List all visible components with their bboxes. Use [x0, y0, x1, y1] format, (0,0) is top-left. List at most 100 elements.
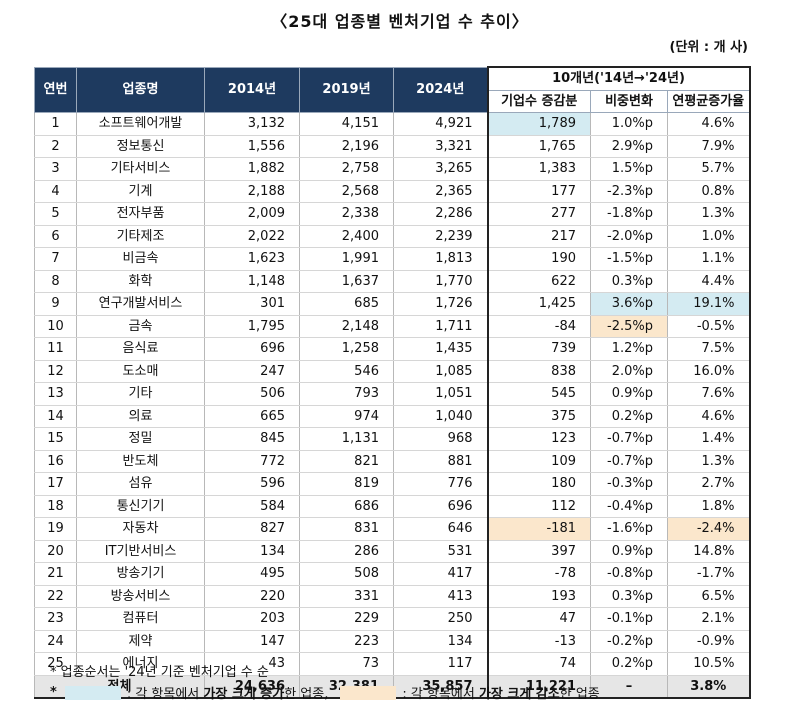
table-row: 5 전자부품 2,009 2,338 2,286 277 -1.8%p 1.3% — [34, 202, 751, 226]
header-2014: 2014년 — [204, 66, 300, 113]
industry-name-cell: 반도체 — [76, 450, 205, 473]
cagr-cell: 0.8% — [666, 180, 751, 203]
industry-name-cell: 방송기기 — [76, 562, 205, 586]
cagr-cell: 14.8% — [666, 540, 751, 563]
count-2024-cell: 531 — [393, 540, 488, 563]
increase-cell: 1,789 — [486, 112, 591, 136]
increase-cell: 123 — [486, 427, 591, 451]
header-cagr: 연평균증가율 — [666, 89, 751, 113]
share-change-cell: -0.1%p — [590, 607, 668, 631]
table-row: 23 컴퓨터 203 229 250 47 -0.1%p 2.1% — [34, 607, 751, 631]
count-2019-cell: 2,400 — [299, 225, 394, 248]
share-change-cell: -1.5%p — [590, 247, 668, 271]
table-row: 2 정보통신 1,556 2,196 3,321 1,765 2.9%p 7.9% — [34, 135, 751, 158]
industry-name-cell: 기타서비스 — [76, 157, 205, 181]
share-change-cell: -2.3%p — [590, 180, 668, 203]
rank-cell: 24 — [34, 630, 77, 653]
share-change-cell: -0.7%p — [590, 450, 668, 473]
rank-cell: 8 — [34, 270, 77, 293]
increase-cell: 397 — [486, 540, 591, 563]
rank-cell: 4 — [34, 180, 77, 203]
rank-cell: 14 — [34, 405, 77, 428]
count-2024-cell: 2,365 — [393, 180, 488, 203]
cagr-cell: 6.5% — [666, 585, 751, 608]
legend-decrease-text-bold: 가장 크게 감소 — [478, 687, 560, 702]
count-2019-cell: 821 — [299, 450, 394, 473]
count-2014-cell: 1,795 — [204, 315, 300, 338]
rank-cell: 13 — [34, 382, 77, 406]
footnote-order: * 업종순서는 '24년 기준 벤처기업 수 순 — [50, 665, 269, 680]
count-2024-cell: 1,726 — [393, 292, 488, 316]
header-2019: 2019년 — [299, 66, 394, 113]
share-change-cell: 0.2%p — [590, 652, 668, 676]
count-2024-cell: 881 — [393, 450, 488, 473]
increase-cell: 47 — [486, 607, 591, 631]
share-change-cell: -0.2%p — [590, 630, 668, 653]
legend-increase-text-post: 한 업종, — [284, 687, 329, 702]
share-change-cell: 1.2%p — [590, 337, 668, 361]
industry-name-cell: 기타제조 — [76, 225, 205, 248]
count-2014-cell: 1,623 — [204, 247, 300, 271]
industry-name-cell: 컴퓨터 — [76, 607, 205, 631]
table-row: 4 기계 2,188 2,568 2,365 177 -2.3%p 0.8% — [34, 180, 751, 203]
cagr-cell: 7.5% — [666, 337, 751, 361]
table-row: 1 소프트웨어개발 3,132 4,151 4,921 1,789 1.0%p 4.6% — [34, 112, 751, 136]
count-2014-cell: 506 — [204, 382, 300, 406]
rank-cell: 17 — [34, 472, 77, 496]
table-row: 24 제약 147 223 134 -13 -0.2%p -0.9% — [34, 630, 751, 653]
count-2014-cell: 301 — [204, 292, 300, 316]
count-2014-cell: 147 — [204, 630, 300, 653]
rank-cell: 3 — [34, 157, 77, 181]
total-increase: 11,221 — [486, 674, 591, 699]
rank-cell: 12 — [34, 360, 77, 383]
increase-cell: 375 — [486, 405, 591, 428]
table-row: 6 기타제조 2,022 2,400 2,239 217 -2.0%p 1.0% — [34, 225, 751, 248]
table-row: 12 도소매 247 546 1,085 838 2.0%p 16.0% — [34, 360, 751, 383]
count-2024-cell: 134 — [393, 630, 488, 653]
count-2024-cell: 1,711 — [393, 315, 488, 338]
count-2019-cell: 73 — [299, 652, 394, 676]
count-2019-cell: 508 — [299, 562, 394, 586]
cagr-cell: 1.1% — [666, 247, 751, 271]
table-row: 18 통신기기 584 686 696 112 -0.4%p 1.8% — [34, 495, 751, 518]
count-2019-cell: 819 — [299, 472, 394, 496]
rank-cell: 21 — [34, 562, 77, 586]
share-change-cell: -2.0%p — [590, 225, 668, 248]
increase-cell: 277 — [486, 202, 591, 226]
legend-decrease-swatch — [340, 685, 397, 700]
share-change-cell: 0.2%p — [590, 405, 668, 428]
count-2024-cell: 417 — [393, 562, 488, 586]
share-change-cell: -0.8%p — [590, 562, 668, 586]
table-body: 1 소프트웨어개발 3,132 4,151 4,921 1,789 1.0%p 4.6% 2 정보… — [34, 112, 751, 699]
count-2014-cell: 1,882 — [204, 157, 300, 181]
header-rank: 연번 — [34, 66, 77, 113]
count-2024-cell: 646 — [393, 517, 488, 541]
cagr-cell: 1.3% — [666, 450, 751, 473]
rank-cell: 2 — [34, 135, 77, 158]
rank-cell: 23 — [34, 607, 77, 631]
rank-cell: 7 — [34, 247, 77, 271]
rank-cell: 11 — [34, 337, 77, 361]
count-2019-cell: 2,148 — [299, 315, 394, 338]
table-row: 17 섬유 596 819 776 180 -0.3%p 2.7% — [34, 472, 751, 496]
count-2014-cell: 2,188 — [204, 180, 300, 203]
total-2014: 24,636 — [204, 674, 300, 699]
rank-cell: 6 — [34, 225, 77, 248]
count-2019-cell: 2,338 — [299, 202, 394, 226]
industry-name-cell: 전자부품 — [76, 202, 205, 226]
cagr-cell: -1.7% — [666, 562, 751, 586]
legend-decrease-text-post: 한 업종 — [559, 687, 600, 702]
count-2019-cell: 2,568 — [299, 180, 394, 203]
industry-name-cell: 정밀 — [76, 427, 205, 451]
footnote-legend: * : 각 항목에서 가장 크게 증가 한 업종, : 각 항목에서 가장 크게… — [50, 683, 600, 702]
count-2024-cell: 1,051 — [393, 382, 488, 406]
increase-cell: -78 — [486, 562, 591, 586]
count-2014-cell: 2,009 — [204, 202, 300, 226]
count-2019-cell: 1,991 — [299, 247, 394, 271]
cagr-cell: 4.6% — [666, 112, 751, 136]
count-2014-cell: 247 — [204, 360, 300, 383]
table-row: 13 기타 506 793 1,051 545 0.9%p 7.6% — [34, 382, 751, 406]
legend-decrease-text-pre: : 각 항목에서 — [402, 687, 479, 702]
industry-name-cell: 연구개발서비스 — [76, 292, 205, 316]
table-row: 7 비금속 1,623 1,991 1,813 190 -1.5%p 1.1% — [34, 247, 751, 271]
